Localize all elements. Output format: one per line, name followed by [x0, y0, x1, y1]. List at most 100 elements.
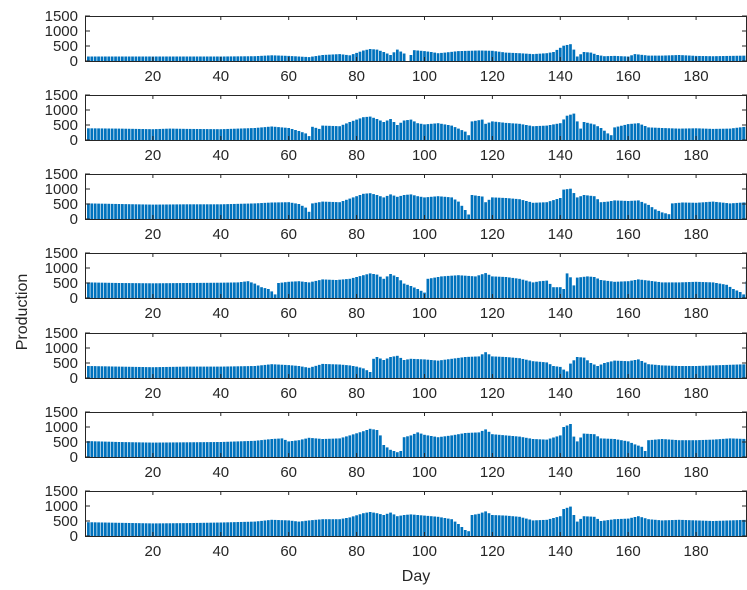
x-tick-label: 60: [280, 464, 297, 481]
bar: [104, 128, 107, 140]
bar: [596, 126, 599, 140]
bar: [664, 213, 667, 219]
bar: [385, 358, 389, 378]
bar: [90, 366, 94, 378]
bar: [684, 520, 688, 536]
bar: [270, 291, 274, 298]
bar: [280, 520, 284, 536]
bar: [402, 437, 406, 457]
bar: [406, 514, 409, 536]
bar: [681, 519, 684, 536]
bar: [586, 52, 589, 61]
bar: [236, 56, 240, 61]
bar: [368, 428, 372, 457]
bar: [450, 358, 454, 378]
bar: [508, 52, 511, 61]
bar: [511, 52, 515, 61]
bar: [161, 56, 165, 61]
bar: [182, 128, 185, 140]
bar: [436, 123, 440, 140]
bar: [175, 442, 179, 457]
bar: [87, 522, 90, 536]
bar: [256, 285, 260, 298]
bar: [192, 56, 195, 61]
bar: [453, 521, 457, 536]
bar: [694, 440, 698, 457]
bar: [120, 204, 124, 219]
y-tick-label: 500: [53, 275, 78, 292]
bar: [114, 441, 117, 457]
bar: [141, 283, 145, 298]
bar: [290, 128, 294, 140]
bar: [304, 133, 308, 140]
bar: [283, 439, 287, 457]
bar: [653, 439, 657, 457]
bar: [182, 366, 185, 378]
bar: [90, 282, 94, 298]
bar: [657, 365, 661, 378]
bar: [589, 363, 593, 378]
bar: [324, 125, 328, 140]
bar: [195, 366, 199, 378]
bar: [660, 365, 664, 378]
bar: [531, 54, 535, 61]
bar: [137, 523, 141, 536]
x-tick-label: 140: [548, 543, 573, 560]
bar: [127, 56, 131, 61]
bar: [586, 122, 589, 140]
bar: [219, 204, 223, 219]
bar: [202, 282, 206, 298]
bar: [721, 202, 725, 219]
bar: [426, 515, 430, 536]
bar: [470, 356, 474, 378]
bar: [90, 56, 94, 61]
bar: [579, 54, 583, 61]
bar: [725, 284, 728, 298]
bar: [528, 438, 532, 457]
bar: [457, 201, 460, 219]
bar: [531, 361, 535, 378]
bar: [144, 523, 148, 536]
bar: [735, 290, 739, 298]
bar: [239, 128, 243, 140]
bar: [100, 441, 104, 457]
bar: [178, 204, 182, 219]
bar: [715, 56, 718, 61]
bar: [463, 275, 467, 298]
bar: [460, 433, 464, 457]
bar: [650, 55, 654, 61]
bar: [345, 436, 348, 457]
y-tick-label: 1000: [45, 102, 78, 119]
bar: [494, 515, 498, 536]
bar: [243, 366, 246, 378]
bar: [701, 56, 705, 61]
bar: [137, 442, 141, 457]
bar: [97, 56, 100, 61]
bar: [399, 357, 403, 378]
bar: [127, 128, 131, 140]
bar: [266, 202, 270, 219]
bar: [531, 202, 535, 219]
bar: [158, 128, 162, 140]
bar: [406, 120, 409, 140]
bar: [209, 442, 212, 457]
bar: [419, 433, 423, 457]
x-tick-label: 20: [145, 385, 162, 402]
bar: [650, 439, 654, 457]
bar: [691, 281, 695, 298]
bar: [412, 121, 416, 140]
bar: [511, 123, 515, 140]
bar: [704, 439, 708, 457]
x-tick-label: 180: [684, 305, 709, 322]
bar: [345, 518, 348, 536]
bar: [718, 439, 722, 457]
bar: [670, 439, 674, 457]
bar: [599, 364, 603, 378]
bar: [508, 198, 511, 219]
bar: [188, 442, 192, 457]
bar: [531, 126, 535, 140]
bar: [552, 437, 555, 457]
bar: [239, 521, 243, 536]
bar: [263, 202, 267, 219]
bar: [246, 441, 250, 457]
